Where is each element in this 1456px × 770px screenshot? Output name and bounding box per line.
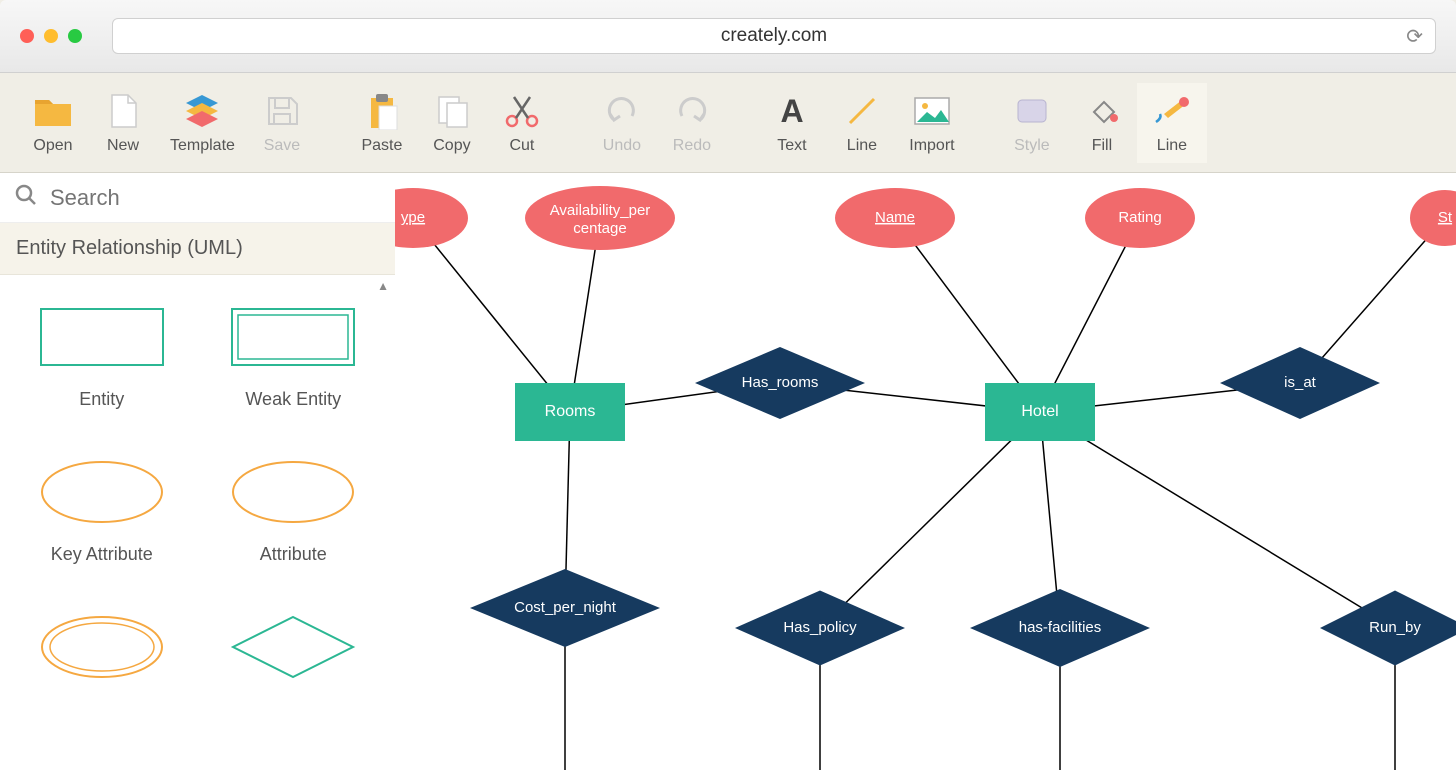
copy-icon (432, 91, 472, 131)
toolbar-label: Import (909, 137, 954, 155)
bucket-icon (1082, 91, 1122, 131)
main-area: Entity Relationship (UML) ▲ Entity Weak … (0, 173, 1456, 770)
shape-relationship[interactable] (208, 615, 380, 679)
shape-multivalued[interactable] (16, 615, 188, 679)
line-icon (842, 91, 882, 131)
svg-text:ype: ype (401, 209, 425, 226)
svg-text:Rooms: Rooms (545, 403, 596, 420)
svg-text:Rating: Rating (1118, 209, 1161, 226)
paste-button[interactable]: Paste (347, 83, 417, 163)
text-icon: A (772, 91, 812, 131)
new-file-icon (103, 91, 143, 131)
import-button[interactable]: Import (897, 83, 967, 163)
style-button[interactable]: Style (997, 83, 1067, 163)
toolbar-label: Fill (1092, 137, 1112, 155)
svg-text:Availability_per: Availability_per (550, 202, 651, 219)
clipboard-icon (362, 91, 402, 131)
traffic-lights (20, 29, 82, 43)
new-button[interactable]: New (88, 83, 158, 163)
toolbar-label: Undo (603, 137, 641, 155)
svg-text:Name: Name (875, 209, 915, 226)
shape-attribute[interactable]: Attribute (208, 460, 380, 565)
svg-text:St: St (1438, 209, 1453, 226)
scissors-icon (502, 91, 542, 131)
folder-icon (33, 91, 73, 131)
canvas[interactable]: ype Availability_percentage Name Rating St Ha… (395, 173, 1456, 770)
shape-label: Key Attribute (51, 544, 153, 565)
undo-icon (602, 91, 642, 131)
pencil-icon (1152, 91, 1192, 131)
browser-chrome: creately.com ⟳ (0, 0, 1456, 73)
cut-button[interactable]: Cut (487, 83, 557, 163)
shape-label: Entity (79, 389, 124, 410)
toolbar-label: Copy (433, 137, 470, 155)
svg-text:Hotel: Hotel (1021, 403, 1058, 420)
fill-button[interactable]: Fill (1067, 83, 1137, 163)
shape-label: Weak Entity (245, 389, 341, 410)
text-button[interactable]: A Text (757, 83, 827, 163)
svg-text:has-facilities: has-facilities (1019, 619, 1102, 636)
toolbar-label: Line (847, 137, 877, 155)
shape-weak-entity[interactable]: Weak Entity (208, 305, 380, 410)
style-icon (1012, 91, 1052, 131)
toolbar-label: New (107, 137, 139, 155)
image-icon (912, 91, 952, 131)
url-text: creately.com (721, 25, 827, 47)
svg-text:centage: centage (573, 220, 626, 237)
save-icon (262, 91, 302, 131)
minimize-window-icon[interactable] (44, 29, 58, 43)
svg-text:is_at: is_at (1284, 374, 1317, 391)
toolbar: Open New Template Save Paste (0, 73, 1456, 173)
search-row (0, 173, 395, 223)
save-button[interactable]: Save (247, 83, 317, 163)
svg-text:A: A (780, 94, 803, 128)
url-bar[interactable]: creately.com ⟳ (112, 18, 1436, 54)
redo-button[interactable]: Redo (657, 83, 727, 163)
reload-icon[interactable]: ⟳ (1406, 24, 1423, 49)
close-window-icon[interactable] (20, 29, 34, 43)
shape-label: Attribute (260, 544, 327, 565)
toolbar-label: Open (33, 137, 72, 155)
copy-button[interactable]: Copy (417, 83, 487, 163)
layers-icon (182, 91, 222, 131)
shape-key-attribute[interactable]: Key Attribute (16, 460, 188, 565)
line-tool-button[interactable]: Line (827, 83, 897, 163)
svg-text:Cost_per_night: Cost_per_night (514, 599, 617, 616)
toolbar-label: Redo (673, 137, 711, 155)
toolbar-label: Save (264, 137, 300, 155)
search-icon (14, 183, 38, 212)
toolbar-label: Cut (509, 137, 534, 155)
toolbar-label: Text (777, 137, 806, 155)
redo-icon (672, 91, 712, 131)
svg-text:Has_rooms: Has_rooms (742, 374, 819, 391)
search-input[interactable] (50, 185, 381, 211)
line-style-button[interactable]: Line (1137, 83, 1207, 163)
maximize-window-icon[interactable] (68, 29, 82, 43)
svg-text:Run_by: Run_by (1369, 619, 1421, 636)
toolbar-label: Style (1014, 137, 1050, 155)
shape-library-panel: ▲ Entity Weak Entity Key Attribute Attri… (0, 275, 395, 770)
scroll-up-icon[interactable]: ▲ (377, 279, 389, 293)
sidebar: Entity Relationship (UML) ▲ Entity Weak … (0, 173, 395, 770)
section-header[interactable]: Entity Relationship (UML) (0, 223, 395, 275)
toolbar-label: Line (1157, 137, 1187, 155)
toolbar-label: Paste (361, 137, 402, 155)
open-button[interactable]: Open (18, 83, 88, 163)
toolbar-label: Template (170, 137, 235, 155)
shape-entity[interactable]: Entity (16, 305, 188, 410)
template-button[interactable]: Template (158, 83, 247, 163)
svg-text:Has_policy: Has_policy (783, 619, 857, 636)
undo-button[interactable]: Undo (587, 83, 657, 163)
